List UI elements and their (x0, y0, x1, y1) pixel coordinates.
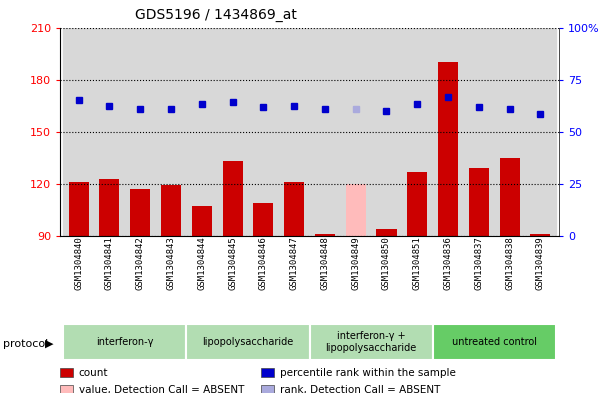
Text: value, Detection Call = ABSENT: value, Detection Call = ABSENT (79, 385, 244, 393)
Bar (499, 158, 520, 236)
Bar (222, 161, 243, 236)
Bar (494, 28, 525, 236)
Text: GSM1304845: GSM1304845 (228, 236, 237, 290)
Text: GSM1304837: GSM1304837 (474, 236, 483, 290)
Text: rank, Detection Call = ABSENT: rank, Detection Call = ABSENT (279, 385, 440, 393)
Text: GSM1304842: GSM1304842 (136, 236, 145, 290)
Bar (433, 28, 463, 236)
Bar (261, 385, 274, 393)
Bar (346, 184, 366, 236)
Bar (192, 206, 212, 236)
Text: GSM1304851: GSM1304851 (413, 236, 422, 290)
Text: untreated control: untreated control (452, 337, 537, 347)
Text: GSM1304836: GSM1304836 (444, 236, 453, 290)
Text: count: count (79, 367, 108, 378)
Text: GSM1304844: GSM1304844 (197, 236, 206, 290)
Bar (161, 185, 181, 236)
Text: GSM1304849: GSM1304849 (351, 236, 360, 290)
Bar (60, 385, 73, 393)
Bar (433, 324, 556, 360)
Bar (94, 28, 125, 236)
Bar (248, 28, 279, 236)
Bar (63, 324, 186, 360)
Bar (525, 28, 556, 236)
Bar (376, 229, 397, 236)
Text: protocol: protocol (3, 339, 48, 349)
Text: lipopolysaccharide: lipopolysaccharide (203, 337, 293, 347)
Bar (315, 234, 335, 236)
Bar (310, 28, 340, 236)
Bar (279, 28, 310, 236)
Text: GSM1304850: GSM1304850 (382, 236, 391, 290)
Text: GSM1304847: GSM1304847 (290, 236, 299, 290)
Text: GSM1304841: GSM1304841 (105, 236, 114, 290)
Bar (130, 189, 150, 236)
Bar (156, 28, 186, 236)
Bar (253, 203, 273, 236)
Text: GSM1304848: GSM1304848 (320, 236, 329, 290)
Bar (340, 28, 371, 236)
Bar (261, 368, 274, 377)
Bar (99, 178, 120, 236)
Bar (284, 182, 304, 236)
Bar (371, 28, 402, 236)
Bar (69, 182, 88, 236)
Text: GSM1304838: GSM1304838 (505, 236, 514, 290)
Text: GSM1304840: GSM1304840 (74, 236, 83, 290)
Bar (217, 28, 248, 236)
Bar (438, 62, 458, 236)
Bar (125, 28, 156, 236)
Bar (63, 28, 94, 236)
Text: ▶: ▶ (45, 339, 53, 349)
Bar (402, 28, 433, 236)
Bar (186, 324, 310, 360)
Bar (407, 172, 427, 236)
Bar (186, 28, 217, 236)
Bar (531, 234, 551, 236)
Text: interferon-γ: interferon-γ (96, 337, 153, 347)
Text: GSM1304843: GSM1304843 (166, 236, 175, 290)
Text: percentile rank within the sample: percentile rank within the sample (279, 367, 456, 378)
Bar (60, 368, 73, 377)
Bar (469, 168, 489, 236)
Text: GSM1304846: GSM1304846 (259, 236, 268, 290)
Text: GSM1304839: GSM1304839 (536, 236, 545, 290)
Text: GDS5196 / 1434869_at: GDS5196 / 1434869_at (135, 8, 297, 22)
Text: interferon-γ +
lipopolysaccharide: interferon-γ + lipopolysaccharide (326, 331, 416, 353)
Bar (463, 28, 494, 236)
Bar (310, 324, 433, 360)
